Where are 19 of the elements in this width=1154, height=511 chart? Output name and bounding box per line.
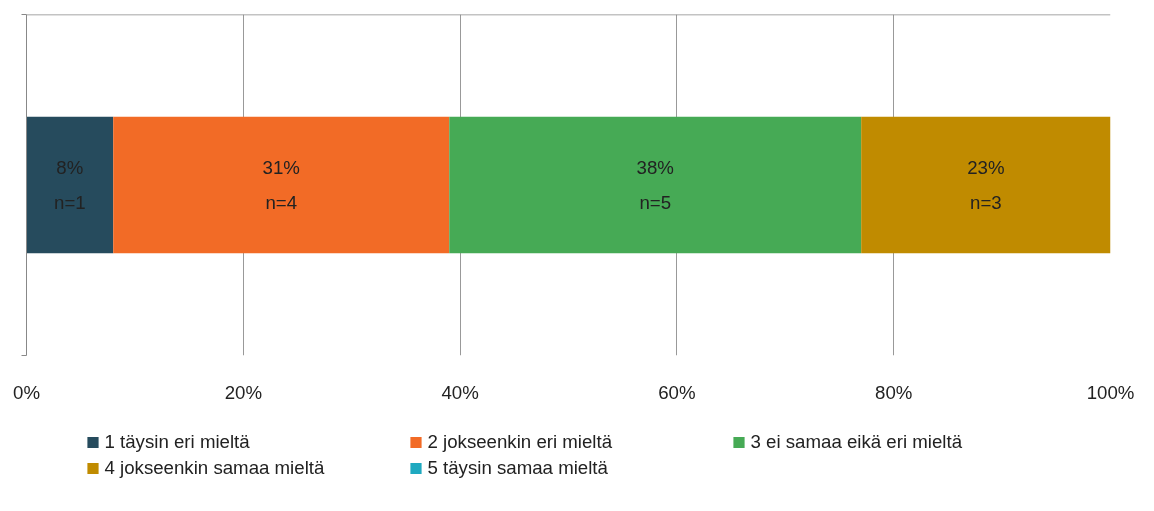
x-tick-label: 80% [875,381,913,403]
legend-label: 2 jokseenkin eri mieltä [427,431,614,453]
bar [449,116,862,254]
legend-label: 4 jokseenkin samaa mieltä [104,457,326,479]
x-tick-label: 60% [658,381,696,403]
x-tick-label: 0% [13,381,40,403]
x-tick-label: 20% [224,381,262,403]
data-label: 23% n=3 [967,156,1005,214]
legend-label: 3 ei samaa eikä eri mieltä [750,431,964,453]
legend-label: 1 täysin eri mieltä [104,431,251,453]
data-label: 31% n=4 [262,156,300,214]
x-tick-label: 100% [1086,381,1135,403]
legend-label: 5 täysin samaa mieltä [427,457,609,479]
data-label: 8% n=1 [54,156,86,214]
data-label: 38% n=5 [636,156,674,214]
bar [861,116,1111,254]
bar [26,116,114,254]
bar [113,116,450,254]
x-tick-label: 40% [441,381,479,403]
